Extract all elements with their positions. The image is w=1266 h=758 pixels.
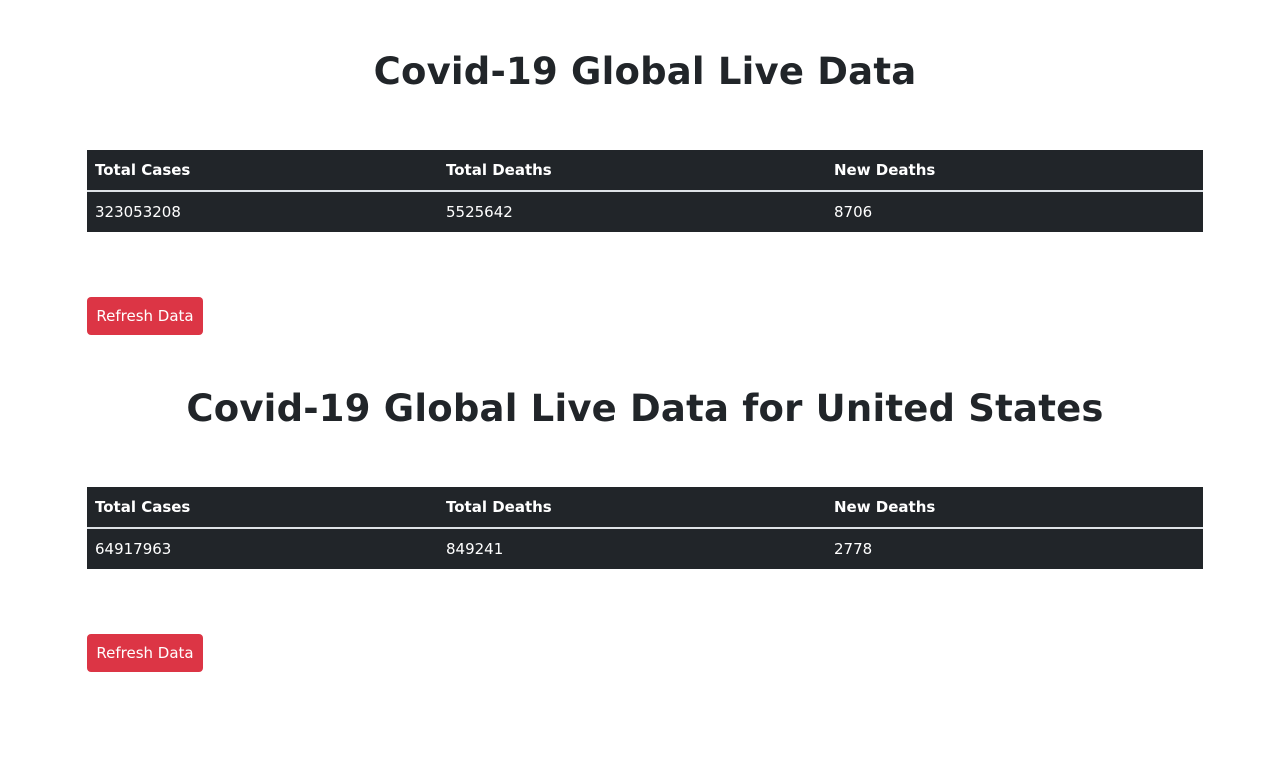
total-deaths-value: 5525642 (446, 203, 513, 221)
table-row: 64917963 849241 2778 (87, 528, 1203, 569)
total-cases-value: 323053208 (95, 203, 181, 221)
header-total-cases: Total Cases (87, 487, 438, 529)
header-total-deaths: Total Deaths (438, 487, 826, 529)
us-data-table: Total Cases Total Deaths New Deaths 6491… (87, 487, 1203, 569)
table-header-row: Total Cases Total Deaths New Deaths (87, 487, 1203, 529)
new-deaths-value: 2778 (834, 540, 873, 558)
refresh-global-button[interactable]: Refresh Data (87, 297, 203, 335)
header-new-deaths: New Deaths (826, 487, 1203, 529)
table-header-row: Total Cases Total Deaths New Deaths (87, 150, 1203, 192)
global-section-title: Covid-19 Global Live Data (373, 50, 917, 93)
table-row: 323053208 5525642 8706 (87, 191, 1203, 232)
refresh-us-button[interactable]: Refresh Data (87, 634, 203, 672)
header-total-deaths: Total Deaths (438, 150, 826, 192)
header-total-cases: Total Cases (87, 150, 438, 192)
us-section-title: Covid-19 Global Live Data for United Sta… (186, 387, 1104, 430)
header-new-deaths: New Deaths (826, 150, 1203, 192)
total-deaths-value: 849241 (446, 540, 504, 558)
total-cases-value: 64917963 (95, 540, 172, 558)
new-deaths-value: 8706 (834, 203, 873, 221)
global-data-table: Total Cases Total Deaths New Deaths 3230… (87, 150, 1203, 232)
